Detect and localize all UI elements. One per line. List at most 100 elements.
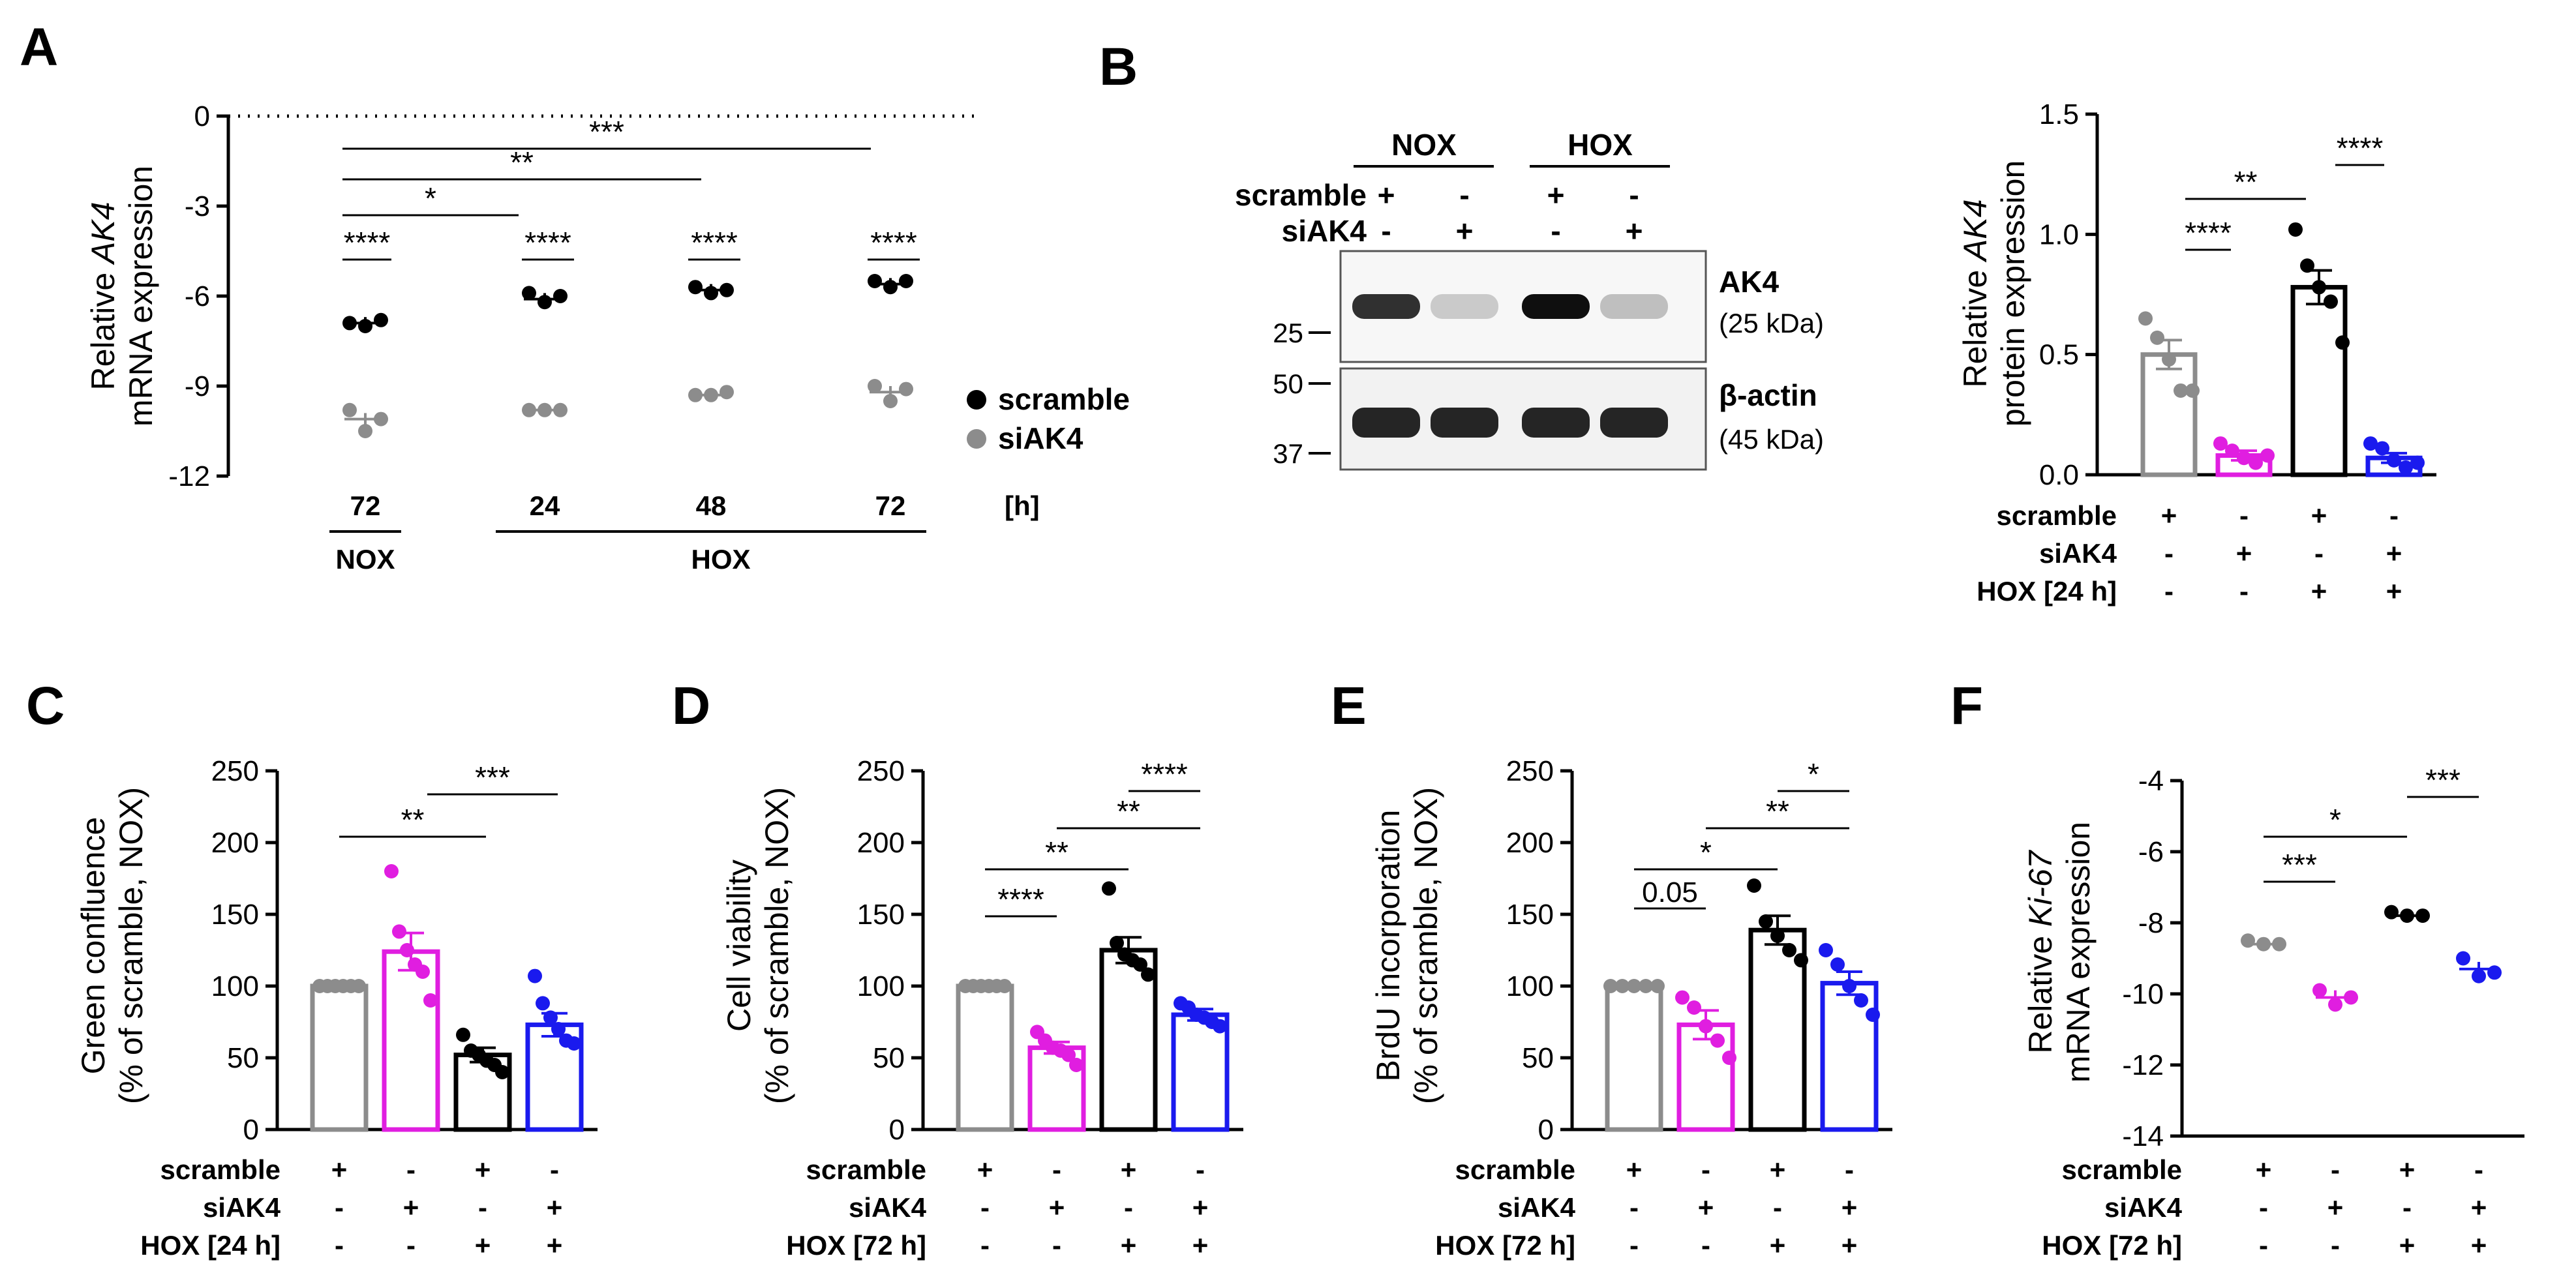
blot-band xyxy=(1352,408,1420,438)
y-tick-label: 200 xyxy=(1506,827,1554,859)
condition-sign: + xyxy=(2471,1230,2487,1261)
data-point xyxy=(2241,933,2255,948)
condition-sign: + xyxy=(1626,1154,1643,1185)
data-point xyxy=(1782,943,1796,957)
significance-label: * xyxy=(1700,835,1712,869)
data-point xyxy=(456,1027,470,1042)
data-point xyxy=(352,979,366,993)
blot-band xyxy=(1600,408,1668,438)
condition-sign: + xyxy=(547,1230,563,1261)
significance-label: **** xyxy=(344,226,391,260)
data-point xyxy=(2410,455,2425,470)
data-point xyxy=(1627,979,1641,993)
y-axis-label: Relative AK4 protein expression xyxy=(1957,160,2031,427)
y-tick-label: 100 xyxy=(1506,970,1554,1002)
y-axis-label-line1: Relative Ki-67 xyxy=(2022,849,2059,1053)
y-tick-label: -9 xyxy=(185,370,210,402)
x-unit-label: [h] xyxy=(1005,490,1040,521)
condition-sign: - xyxy=(2239,576,2249,607)
data-point xyxy=(1819,943,1833,957)
condition-sign: + xyxy=(2399,1154,2416,1185)
data-point xyxy=(883,280,898,295)
y-axis-label-line2: protein expression xyxy=(1995,160,2031,427)
condition-sign: + xyxy=(2386,576,2402,607)
data-point xyxy=(1842,979,1856,993)
condition-sign: - xyxy=(2239,500,2249,531)
condition-sign: + xyxy=(1770,1154,1786,1185)
data-point xyxy=(495,1065,509,1079)
condition-sign: - xyxy=(1629,1192,1639,1223)
data-point xyxy=(1794,953,1808,968)
condition-label: siAK4 xyxy=(2104,1192,2183,1223)
data-point xyxy=(1213,1019,1227,1034)
data-point xyxy=(2344,990,2358,1005)
blot-row-sign: + xyxy=(1456,214,1474,248)
y-tick-label: 250 xyxy=(1506,755,1554,787)
y-tick-label: -6 xyxy=(185,280,210,312)
y-tick-label: 50 xyxy=(1522,1042,1554,1074)
data-point xyxy=(551,1022,566,1036)
data-point xyxy=(2387,453,2401,468)
blot-row-sign: - xyxy=(1381,214,1391,248)
data-point xyxy=(342,402,357,417)
data-point xyxy=(2162,352,2176,367)
condition-label: siAK4 xyxy=(203,1192,281,1223)
data-point xyxy=(400,943,414,957)
condition-sign: - xyxy=(335,1192,344,1223)
y-tick-label: -12 xyxy=(168,460,210,492)
condition-sign: - xyxy=(980,1192,990,1223)
condition-sign: + xyxy=(2386,538,2402,569)
y-axis-label-line2: mRNA expression xyxy=(2060,822,2097,1083)
data-point xyxy=(2328,997,2342,1012)
blot-row-sign: - xyxy=(1629,178,1639,212)
data-point xyxy=(2384,905,2399,920)
group-label: NOX xyxy=(335,544,395,575)
significance-label: *** xyxy=(2425,763,2461,797)
band-size: (45 kDa) xyxy=(1719,424,1824,455)
condition-sign: + xyxy=(1841,1192,1858,1223)
condition-sign: - xyxy=(1701,1154,1710,1185)
data-point xyxy=(2272,936,2286,951)
significance-label: **** xyxy=(691,226,738,260)
condition-sign: - xyxy=(2331,1154,2340,1185)
condition-sign: + xyxy=(1121,1230,1137,1261)
condition-sign: + xyxy=(2311,500,2327,531)
bar xyxy=(382,949,440,1132)
bar xyxy=(956,983,1014,1132)
condition-label: siAK4 xyxy=(1498,1192,1576,1223)
condition-sign: + xyxy=(1841,1230,1858,1261)
y-tick-label: -12 xyxy=(2122,1049,2164,1081)
data-point xyxy=(2400,908,2414,923)
blot-row-label: siAK4 xyxy=(1282,214,1367,248)
condition-label: HOX [24 h] xyxy=(1977,576,2117,607)
marker-label: 50 xyxy=(1273,368,1303,399)
data-point xyxy=(2312,983,2327,998)
y-axis-label-line1: Cell viability xyxy=(721,860,757,1032)
data-point xyxy=(1710,1033,1725,1048)
x-tick-label: 24 xyxy=(530,490,560,521)
data-point xyxy=(883,394,898,408)
y-tick-label: 1.0 xyxy=(2039,218,2079,250)
data-point xyxy=(1854,993,1868,1008)
bar xyxy=(1820,981,1879,1132)
data-point xyxy=(2288,222,2303,237)
y-axis-label-line2: (% of scramble, NOX) xyxy=(759,787,795,1104)
condition-sign: + xyxy=(2327,1192,2344,1223)
data-point xyxy=(2335,335,2350,350)
panel-label-D: D xyxy=(672,676,710,736)
y-tick-label: 0.0 xyxy=(2039,459,2079,491)
y-tick-label: 0 xyxy=(889,1114,905,1146)
marker-label: 25 xyxy=(1273,318,1303,348)
band-name: AK4 xyxy=(1719,265,1779,299)
blot-band xyxy=(1431,294,1498,319)
condition-sign: - xyxy=(2402,1192,2412,1223)
data-point xyxy=(2416,908,2430,923)
data-point xyxy=(1639,979,1653,993)
data-point xyxy=(1141,967,1155,982)
bar xyxy=(310,983,369,1132)
data-point xyxy=(538,295,552,310)
data-point xyxy=(553,402,568,417)
y-tick-label: -4 xyxy=(2138,765,2164,797)
